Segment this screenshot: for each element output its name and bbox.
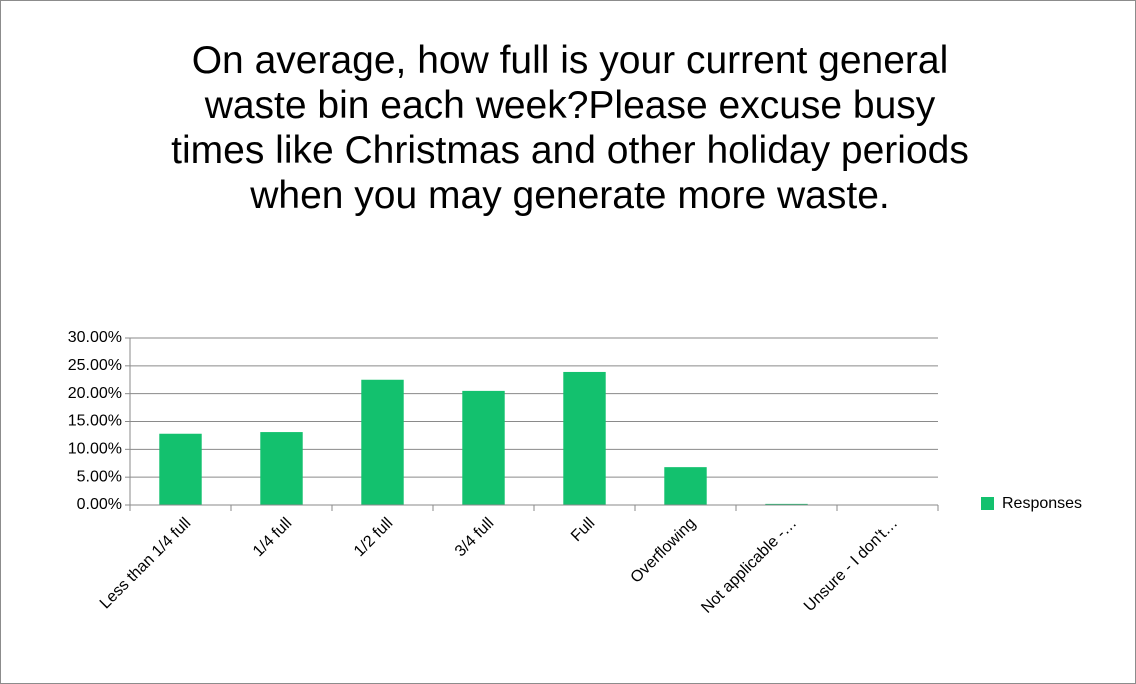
x-tick-label: Not applicable -… <box>698 515 800 617</box>
chart-title: On average, how full is your current gen… <box>171 39 969 217</box>
y-tick-label: 15.00% <box>68 413 122 430</box>
y-tick-label: 25.00% <box>68 357 122 374</box>
legend-swatch <box>981 497 994 510</box>
x-tick-label: 1/2 full <box>351 515 396 560</box>
x-tick-label: 1/4 full <box>250 515 295 560</box>
bar <box>361 379 404 505</box>
bar <box>563 371 606 505</box>
bar <box>664 467 707 505</box>
x-tick-label: Unsure - I don't… <box>801 515 901 615</box>
y-tick-label: 20.00% <box>68 385 122 402</box>
legend-label: Responses <box>1002 495 1082 512</box>
bar <box>159 433 202 505</box>
x-tick-label: Less than 1/4 full <box>97 515 195 613</box>
y-tick-label: 0.00% <box>77 496 122 513</box>
bar <box>765 503 808 505</box>
bar <box>260 432 303 505</box>
y-tick-label: 30.00% <box>68 329 122 346</box>
x-tick-label: 3/4 full <box>452 515 497 560</box>
x-tick-label: Overflowing <box>628 515 700 587</box>
bar <box>462 390 505 505</box>
y-tick-label: 5.00% <box>77 468 122 485</box>
x-tick-label: Full <box>568 515 598 545</box>
y-tick-label: 10.00% <box>68 441 122 458</box>
